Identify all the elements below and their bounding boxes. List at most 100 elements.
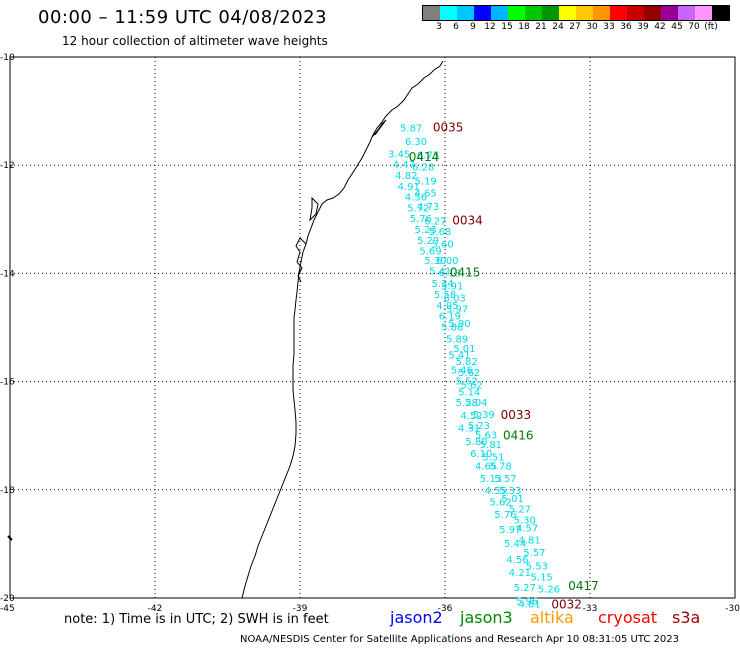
wave-height-value: 5.28 [456,398,478,409]
wave-height-value: 5.57 [523,548,545,559]
wave-height-value: 5.68 [429,227,451,238]
color-scale-bar [422,5,730,21]
wave-height-value: 5.82 [456,357,478,368]
wave-height-value: 5.90 [448,319,470,330]
wave-height-value: 5.69 [419,247,441,258]
color-swatch [440,6,457,20]
wave-height-value: 4.65 [415,188,437,199]
wave-height-value: 5.33 [499,486,521,497]
wave-height-value: 5.15 [531,572,553,583]
pass-number-label: 0417 [568,579,599,593]
wave-height-value: 5.13 [480,474,502,485]
note-text: note: 1) Time is in UTC; 2) SWH is in fe… [64,612,329,627]
wave-height-value: 4.31 [458,424,480,435]
color-swatch [525,6,542,20]
wave-height-value: 5.51 [482,452,504,463]
wave-height-value: 5.97 [499,525,521,536]
color-scale-label: 39 [637,22,649,32]
satellite-altika: altika [530,608,574,627]
wave-height-value: 5.72 [407,203,429,214]
wave-height-value: 5.96 [516,597,538,608]
wave-height-value: 5.04 [465,398,487,409]
wave-height-value: 6.30 [405,137,427,148]
wave-height-value: 4.65 [475,461,497,472]
satellite-s3a: s3a [672,608,701,627]
color-scale-label: 6 [453,22,459,32]
wave-height-value: 5.89 [446,334,468,345]
wave-height-value: 5.62 [489,498,511,509]
wave-height-value: 5.34 [431,279,453,290]
coast-inlet [371,119,387,138]
color-swatch [457,6,474,20]
wave-height-value: 5.87 [400,123,422,134]
wave-height-value: 5.58 [434,290,456,301]
color-swatch [644,6,661,20]
color-scale-label: 3 [436,22,442,32]
color-scale-label: 12 [484,22,496,32]
wave-height-value: 6.03 [444,294,466,305]
wave-height-value: 4.21 [509,568,531,579]
lat-tick-label: -12 [0,161,15,171]
wave-height-value: 5.27 [509,505,531,516]
wave-height-value: 5.30 [424,256,446,267]
lon-tick-label: -33 [583,604,598,614]
pass-number-label: 0414 [409,150,440,164]
wave-height-value: 6.10 [470,449,492,460]
wave-height-value: 5.23 [468,421,490,432]
dot-marker [7,535,13,541]
color-scale-label: 27 [569,22,581,32]
color-swatch [610,6,627,20]
lon-tick-label: -36 [438,604,453,614]
lon-tick-label: -45 [0,604,15,614]
color-swatch [695,6,712,20]
wave-height-value: 4.56 [506,555,528,566]
lat-tick-label: -20 [0,594,15,604]
wave-height-value: 5.27 [514,583,536,594]
coastline [241,60,444,599]
wave-height-value: 4.52 [460,411,482,422]
color-scale-label: 42 [654,22,666,32]
color-scale-label: 30 [586,22,598,32]
wave-height-value: 5.41 [429,267,451,278]
color-swatch [491,6,508,20]
wave-height-value: 4.82 [395,171,417,182]
color-swatch [661,6,678,20]
pass-number-label: 0032 [551,597,582,611]
wave-height-value: 5.14 [458,387,480,398]
color-scale-label: 18 [518,22,530,32]
color-swatch [576,6,593,20]
wave-height-value: 5.39 [473,410,495,421]
color-swatch [678,6,695,20]
wave-height-value: 5.44 [504,539,526,550]
wave-height-value: 5.30 [514,516,536,527]
footer-credit: NOAA/NESDIS Center for Satellite Applica… [240,634,679,645]
wave-height-value: 4.47 [393,160,415,171]
color-scale-label: 36 [620,22,632,32]
color-scale-label: 24 [552,22,564,32]
altimeter-track: 5.876.303.45 6.754.476.284.825.194.914.65… [388,123,560,610]
wave-height-value: 5.91 [441,281,463,292]
wave-height-value: 5.01 [453,344,475,355]
color-swatch [559,6,576,20]
wave-height-value: 4.91 [398,182,420,193]
wave-height-value: 5.41 [448,351,470,362]
wave-height-value: 5.97 [446,305,468,316]
color-swatch [593,6,610,20]
wave-height-value: 5.53 [526,562,548,573]
coast-island [309,196,319,222]
color-scale-label: 9 [470,22,476,32]
lat-tick-label: -18 [0,486,15,496]
wave-height-value: 5.52 [456,377,478,388]
color-scale-label: 70 [688,22,700,32]
wave-height-value: 5.57 [494,474,516,485]
wave-height-value: 4.81 [518,536,540,547]
map-grid [10,57,735,598]
pass-number-label: 0033 [501,408,532,422]
lon-tick-label: -42 [148,604,163,614]
wave-height-value: 5.62 [458,368,480,379]
color-scale-label: 45 [671,22,683,32]
wave-height-value: 5.80 [465,437,487,448]
wave-height-value: 6.27 [424,216,446,227]
lat-tick-label: -14 [0,269,15,279]
